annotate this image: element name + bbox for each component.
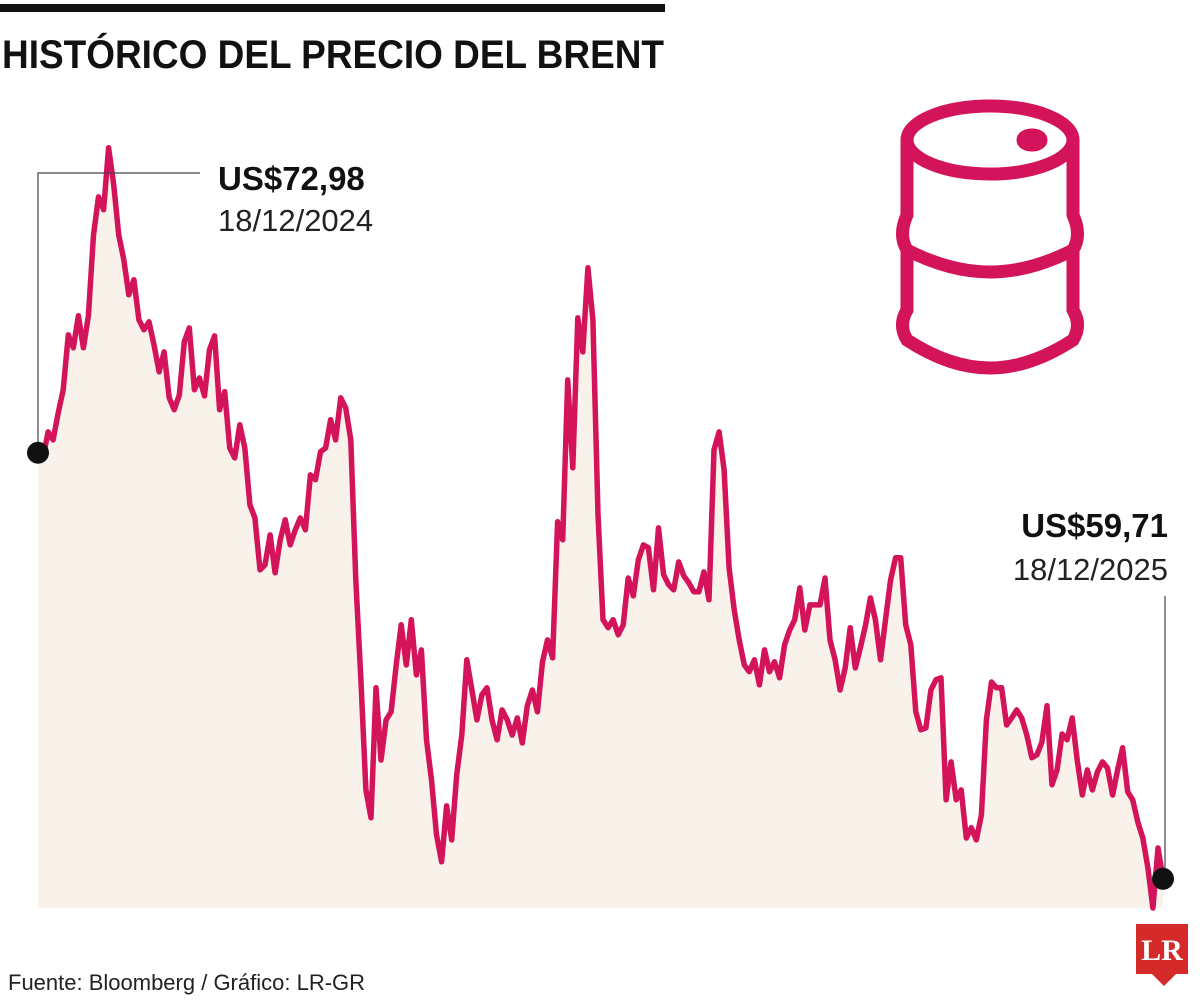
- logo-box: [1136, 924, 1188, 974]
- logo: LR: [1136, 924, 1188, 986]
- area-fill: [38, 147, 1163, 908]
- top-rule: [0, 4, 665, 12]
- plot-area: [36, 144, 1166, 911]
- annotation-connector: [37, 172, 200, 453]
- price-line: [36, 144, 1166, 911]
- annotation-date: 18/12/2025: [1013, 552, 1168, 587]
- annotation-value: US$59,71: [1021, 507, 1168, 544]
- barrel-icon: [896, 99, 1084, 375]
- annotation-date: 18/12/2024: [218, 203, 373, 238]
- source-note: Fuente: Bloomberg / Gráfico: LR-GR: [8, 970, 365, 995]
- logo-pointer: [1152, 974, 1176, 986]
- point-marker: [1152, 867, 1174, 890]
- logo-text: LR: [1141, 934, 1183, 967]
- annotation-value: US$72,98: [218, 160, 365, 197]
- point-marker: [27, 441, 49, 464]
- chart-title: HISTÓRICO DEL PRECIO DEL BRENT: [2, 31, 664, 77]
